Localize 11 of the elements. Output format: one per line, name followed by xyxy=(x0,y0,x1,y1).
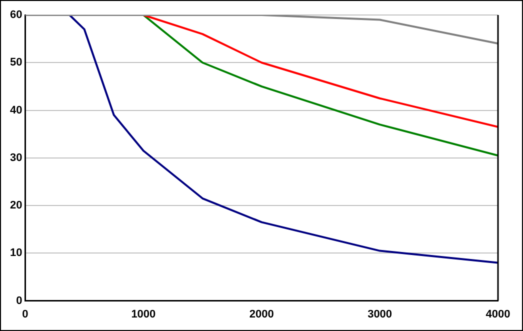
y-tick-label: 10 xyxy=(10,247,22,260)
x-tick-label: 1000 xyxy=(131,308,156,320)
y-tick-label: 50 xyxy=(10,56,22,69)
x-tick-label: 4000 xyxy=(486,308,510,320)
y-tick-label: 40 xyxy=(10,104,22,116)
y-tick-label: 20 xyxy=(10,200,22,212)
y-tick-label: 0 xyxy=(16,294,22,307)
x-tick-label: 3000 xyxy=(368,308,392,320)
y-tick-label: 60 xyxy=(10,9,22,22)
x-tick-label: 2000 xyxy=(249,308,274,320)
y-tick-label: 30 xyxy=(10,152,22,164)
